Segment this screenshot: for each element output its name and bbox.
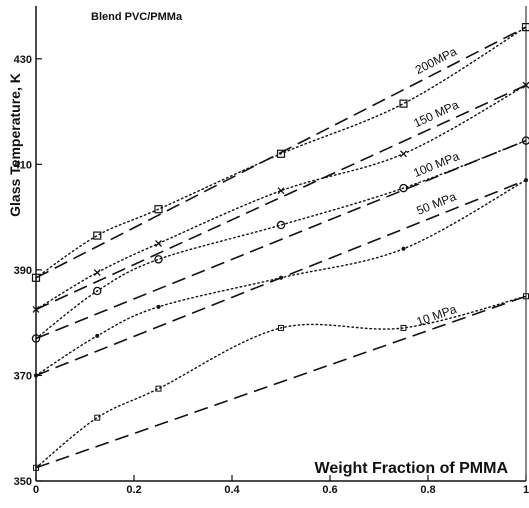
data-point [522, 81, 529, 89]
series-label: 200MPa [413, 44, 459, 77]
data-point [31, 273, 41, 282]
y-axis-label: Glass Temperature, K [7, 73, 23, 217]
data-point [33, 464, 39, 471]
data-point [399, 183, 408, 193]
data-point [94, 414, 101, 421]
y-tick-label: 370 [14, 370, 32, 382]
x-tick-label: 0.6 [322, 484, 337, 496]
data-point [278, 324, 284, 331]
data-point [93, 231, 102, 240]
fit-line [35, 139, 527, 340]
data-point [277, 187, 285, 195]
data-point [279, 275, 283, 280]
fit-lines [35, 26, 527, 469]
data-point [154, 255, 163, 264]
data-point [399, 99, 408, 108]
series-label: 50 MPa [415, 189, 459, 217]
data-point [156, 304, 161, 309]
ticks: 0 0.2 0.4 0.6 0.8 1 350 370 390 410 430 [14, 54, 529, 496]
chart-title: Blend PVC/PMMa [91, 11, 183, 23]
series-curve [35, 295, 527, 469]
data-point [524, 178, 528, 183]
data-point [401, 246, 406, 251]
data-point [521, 136, 529, 145]
data-point [154, 205, 163, 214]
x-tick-label: 0 [33, 484, 39, 496]
markers [31, 23, 529, 471]
data-point [93, 286, 102, 296]
data-point [34, 373, 38, 378]
x-tick-label: 1 [523, 484, 529, 496]
data-point [32, 306, 40, 313]
x-axis-label: Weight Fraction of PMMA [315, 460, 509, 477]
data-point [93, 269, 101, 276]
fit-line [35, 26, 527, 279]
data-point [276, 220, 286, 230]
x-tick-label: 0.4 [224, 484, 240, 496]
y-tick-label: 350 [14, 476, 32, 488]
series-curve [35, 26, 527, 279]
data-point [155, 385, 162, 392]
data-point [400, 150, 407, 158]
data-point [155, 240, 162, 247]
data-point [95, 333, 100, 338]
series-curve [35, 139, 527, 340]
axes [35, 6, 527, 482]
data-point [31, 334, 41, 343]
y-tick-label: 430 [14, 54, 32, 66]
fit-line [35, 295, 527, 469]
y-tick-label: 390 [14, 265, 32, 277]
data-point [400, 324, 407, 331]
series-label: 150 MPa [411, 97, 461, 130]
data-point [276, 149, 286, 158]
curves [35, 26, 527, 469]
y-tick-label: 410 [14, 159, 32, 171]
x-tick-label: 0.2 [126, 484, 141, 496]
fit-line [35, 84, 527, 311]
data-point [521, 23, 529, 32]
x-tick-label: 0.8 [420, 484, 435, 496]
series-label: 10 MPa [415, 302, 459, 329]
